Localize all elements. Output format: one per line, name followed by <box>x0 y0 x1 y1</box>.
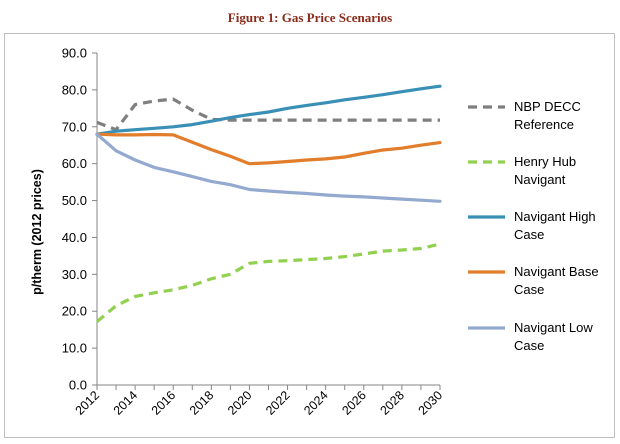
x-tick-label: 2016 <box>149 388 179 418</box>
series-line-3 <box>95 132 442 166</box>
figure-title: Figure 1: Gas Price Scenarios <box>227 10 393 25</box>
legend-label-0-line2: Reference <box>514 117 574 132</box>
x-tick-label: 2030 <box>416 388 446 418</box>
legend-label-1-line1: Henry Hub <box>514 154 576 169</box>
legend-label-1-line2: Navigant <box>514 172 566 187</box>
y-axis-label: p/therm (2012 prices) <box>30 169 44 295</box>
y-tick-label: 70.0 <box>62 119 87 134</box>
legend-label-2-line2: Case <box>514 227 544 242</box>
y-tick-label: 40.0 <box>62 230 87 245</box>
y-tick-labels: 0.0 10.0 20.0 30.0 40.0 50.0 60.0 70.0 80.0 90.0 <box>62 46 97 393</box>
x-tick-label: 2018 <box>187 388 217 418</box>
y-tick-label: 50.0 <box>62 193 87 208</box>
y-tick-label: 0.0 <box>69 378 87 393</box>
series-line-4 <box>95 132 442 203</box>
y-tick-label: 10.0 <box>62 341 87 356</box>
x-tick-label: 2012 <box>73 388 103 418</box>
chart-frame <box>4 33 615 438</box>
series-lines <box>95 84 442 323</box>
y-tick-label: 30.0 <box>62 267 87 282</box>
y-tick-label: 60.0 <box>62 156 87 171</box>
y-tick-label: 90.0 <box>62 46 87 61</box>
x-tick-labels: 2012 2014 2016 2018 2020 2022 2024 2026 2028 2030 <box>73 385 446 418</box>
legend: NBP DECC Reference Henry Hub Navigant Naviga… <box>468 99 599 353</box>
legend-label-4-line2: Case <box>514 338 544 353</box>
series-line-1 <box>95 242 441 323</box>
y-tick-label: 20.0 <box>62 304 87 319</box>
series-line-2 <box>95 84 442 136</box>
legend-label-3-line2: Case <box>514 282 544 297</box>
x-tick-label: 2024 <box>301 388 331 418</box>
series-line-0 <box>96 97 440 132</box>
legend-label-0-line1: NBP DECC <box>514 99 581 114</box>
legend-label-3-line1: Navigant Base <box>514 264 599 279</box>
y-tick-label: 80.0 <box>62 82 87 97</box>
x-tick-label: 2014 <box>111 388 141 418</box>
x-tick-label: 2028 <box>377 388 407 418</box>
legend-label-4-line1: Navigant Low <box>514 320 593 335</box>
x-tick-label: 2020 <box>225 388 255 418</box>
x-tick-label: 2022 <box>263 388 293 418</box>
legend-label-2-line1: Navigant High <box>514 209 596 224</box>
x-tick-label: 2026 <box>339 388 369 418</box>
